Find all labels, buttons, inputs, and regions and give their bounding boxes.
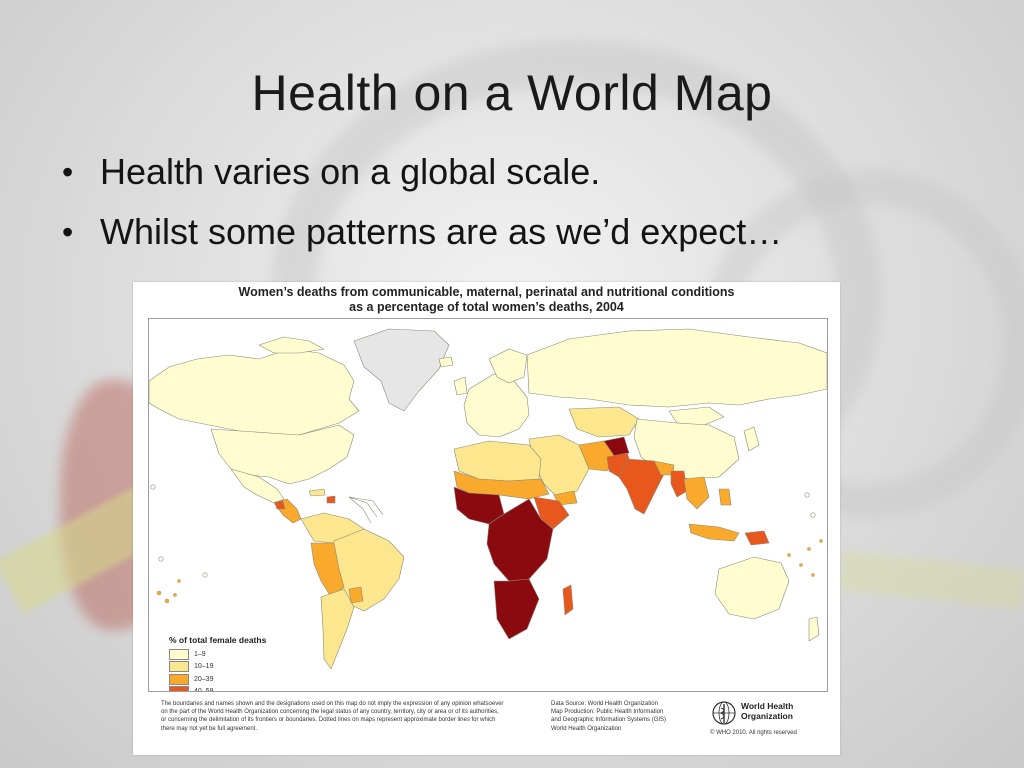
bullet-list: • Health varies on a global scale. • Whi…	[58, 150, 782, 270]
world-map	[149, 328, 827, 670]
map-title: Women’s deaths from communicable, matern…	[133, 285, 840, 315]
world-map-figure: Women’s deaths from communicable, matern…	[133, 282, 840, 755]
region-southern-cone	[320, 588, 355, 670]
who-emblem-icon	[712, 701, 736, 725]
legend-label: 40–59	[194, 688, 214, 692]
region-philippines	[718, 488, 732, 506]
region-north-america-north	[149, 348, 360, 436]
who-name-line-1: World Health	[741, 701, 794, 711]
region-australia	[714, 556, 790, 620]
disclaimer-line: or concerning the delimitation of its fr…	[161, 717, 496, 724]
region-central-africa	[486, 498, 554, 582]
small-islands	[156, 539, 823, 604]
region-mexico	[230, 468, 285, 504]
legend-swatch	[169, 648, 189, 660]
region-paraguay	[348, 586, 364, 604]
region-europe	[463, 373, 530, 438]
source-line: Data Source: World Health Organization	[551, 701, 658, 707]
legend-swatch	[169, 673, 189, 685]
legend-title: % of total female deaths	[169, 635, 267, 645]
bullet-item: • Health varies on a global scale.	[58, 150, 782, 194]
data-source: Data Source: World Health Organization M…	[551, 700, 701, 733]
map-title-line-1: Women’s deaths from communicable, matern…	[238, 285, 735, 299]
region-southern-africa	[493, 578, 540, 640]
region-scandinavia	[488, 348, 528, 384]
region-uk	[453, 376, 468, 396]
legend-label: 10–19	[194, 663, 214, 671]
region-afghanistan	[603, 436, 630, 458]
map-frame: % of total female deaths 1–9 10–19 20–39 40…	[148, 318, 828, 692]
legend-item: 1–9	[169, 648, 266, 661]
region-guatemala	[274, 500, 286, 510]
legend-swatch	[169, 686, 189, 691]
legend-item: 10–19	[169, 661, 266, 674]
bullet-item: • Whilst some patterns are as we’d expec…	[58, 210, 782, 254]
source-line: and Geographic Information Systems (GIS)	[551, 717, 667, 724]
bullet-text: Whilst some patterns are as we’d expect…	[100, 211, 783, 252]
region-central-asia	[568, 406, 640, 438]
region-caribbean	[308, 488, 326, 497]
source-line: Map Production: Public Health Informatio…	[551, 709, 664, 716]
region-russia	[526, 328, 827, 408]
region-greenland	[353, 328, 450, 412]
small-island-outlines	[150, 484, 816, 578]
slide-title: Health on a World Map	[251, 65, 773, 121]
region-madagascar	[562, 584, 574, 616]
region-southeast-asia	[683, 476, 710, 510]
source-line: World Health Organization	[551, 725, 622, 732]
disclaimer-line: The boundaries and names shown and the d…	[161, 701, 504, 707]
legend-label: 20–39	[194, 675, 214, 683]
region-indonesia	[688, 523, 740, 542]
region-myanmar	[670, 470, 688, 498]
bullet-text: Health varies on a global scale.	[100, 151, 601, 192]
region-new-zealand	[808, 616, 820, 642]
bullet-marker: •	[62, 214, 74, 250]
who-name-line-2: Organization	[741, 710, 793, 721]
region-mongolia	[668, 406, 725, 426]
region-papua	[744, 530, 770, 546]
disclaimer-line: there may not yet be full agreement.	[161, 725, 258, 732]
legend-item: 20–39	[169, 673, 266, 686]
region-haiti	[326, 495, 336, 504]
legend-swatch	[169, 661, 189, 673]
bullet-marker: •	[62, 154, 74, 190]
disclaimer-line: on the part of the World Health Organiza…	[161, 709, 499, 716]
copyright-notice: © WHO 2010. All rights reserved	[710, 730, 797, 736]
legend-label: 1–9	[194, 650, 206, 658]
region-sahel	[453, 470, 550, 500]
legend-item: 40–59	[169, 686, 266, 692]
map-disclaimer: The boundaries and names shown and the d…	[161, 700, 541, 733]
map-legend: % of total female deaths 1–9 10–19 20–39 40…	[169, 635, 267, 692]
region-iceland	[438, 356, 454, 368]
region-usa	[210, 424, 355, 485]
background-tape-measure-right	[838, 550, 1024, 610]
region-korea-japan	[743, 426, 760, 452]
region-horn-of-africa	[533, 496, 570, 530]
who-name: World Health Organization	[741, 701, 794, 721]
region-arctic-islands	[258, 336, 325, 354]
map-title-line-2: as a percentage of total women’s deaths,…	[349, 300, 624, 314]
